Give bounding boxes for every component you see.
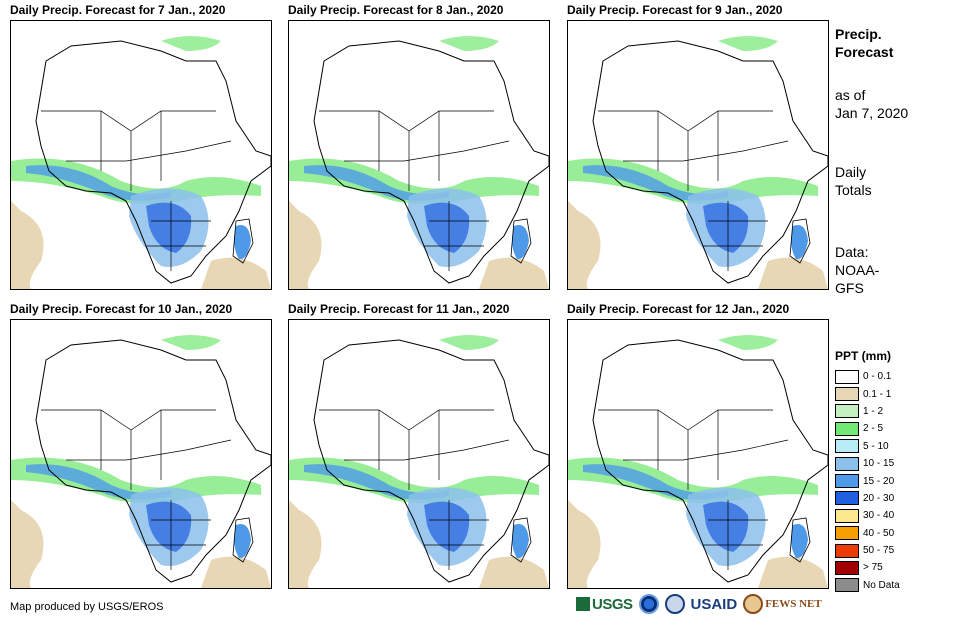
legend-item: 40 - 50 bbox=[835, 525, 900, 542]
legend-swatch bbox=[835, 404, 859, 419]
legend-item: 1 - 2 bbox=[835, 403, 900, 420]
legend-swatch bbox=[835, 491, 859, 506]
forecast-map bbox=[10, 319, 272, 589]
sidebar-daily-totals: Daily Totals bbox=[835, 164, 872, 198]
sidebar-data-source: Data: NOAA- GFS bbox=[835, 244, 880, 296]
panel-title: Daily Precip. Forecast for 12 Jan., 2020 bbox=[567, 302, 790, 316]
legend-item: 50 - 75 bbox=[835, 542, 900, 559]
legend-label: No Data bbox=[863, 579, 900, 591]
forecast-map bbox=[288, 319, 550, 589]
legend-label: 0 - 0.1 bbox=[863, 371, 892, 383]
legend-item: 20 - 30 bbox=[835, 490, 900, 507]
legend-swatch bbox=[835, 526, 859, 541]
legend-title: PPT (mm) bbox=[835, 349, 892, 363]
panel-title: Daily Precip. Forecast for 11 Jan., 2020 bbox=[288, 302, 510, 316]
legend-item: 5 - 10 bbox=[835, 438, 900, 455]
precip-legend: PPT (mm) 0 - 0.1 0.1 - 1 1 - 2 2 - 5 5 - 10 1… bbox=[835, 349, 900, 594]
usgs-logo: USGS bbox=[576, 596, 633, 613]
legend-label: 20 - 30 bbox=[863, 492, 895, 504]
legend-swatch bbox=[835, 369, 859, 384]
seal-icon bbox=[664, 594, 685, 614]
legend-label: 5 - 10 bbox=[863, 440, 889, 452]
legend-swatch bbox=[835, 421, 859, 436]
legend-item: 0.1 - 1 bbox=[835, 385, 900, 402]
panel-title: Daily Precip. Forecast for 8 Jan., 2020 bbox=[288, 3, 504, 17]
legend-label: 1 - 2 bbox=[863, 405, 884, 417]
legend-label: 10 - 15 bbox=[863, 458, 895, 470]
legend-swatch bbox=[835, 387, 859, 402]
legend-item: 2 - 5 bbox=[835, 420, 900, 437]
noaa-seal-icon bbox=[638, 594, 659, 614]
forecast-map bbox=[288, 20, 550, 290]
sidebar-title: Precip. Forecast bbox=[835, 26, 894, 60]
legend-swatch bbox=[835, 578, 859, 593]
legend-item: 15 - 20 bbox=[835, 472, 900, 489]
forecast-map bbox=[567, 20, 829, 290]
legend-item: No Data bbox=[835, 577, 900, 594]
panel-title: Daily Precip. Forecast for 7 Jan., 2020 bbox=[10, 3, 226, 17]
forecast-map bbox=[10, 20, 272, 290]
sidebar-as-of: as of Jan 7, 2020 bbox=[835, 87, 909, 121]
fews-globe-icon bbox=[743, 594, 764, 614]
panel-title: Daily Precip. Forecast for 10 Jan., 2020 bbox=[10, 302, 233, 316]
legend-item: > 75 bbox=[835, 559, 900, 576]
sponsor-logos: USGS USAID FEWS NET bbox=[576, 594, 828, 614]
legend-label: 15 - 20 bbox=[863, 475, 895, 487]
usgs-mark-icon bbox=[576, 597, 590, 611]
noaa-logo bbox=[638, 594, 659, 614]
forecast-map bbox=[567, 319, 829, 589]
legend-item: 10 - 15 bbox=[835, 455, 900, 472]
legend-swatch bbox=[835, 560, 859, 575]
usaid-logo: USAID bbox=[690, 595, 738, 613]
legend-swatch bbox=[835, 474, 859, 489]
legend-swatch bbox=[835, 456, 859, 471]
panel-title: Daily Precip. Forecast for 9 Jan., 2020 bbox=[567, 3, 783, 17]
legend-label: 40 - 50 bbox=[863, 527, 895, 539]
legend-item: 30 - 40 bbox=[835, 507, 900, 524]
legend-label: 50 - 75 bbox=[863, 545, 895, 557]
legend-swatch bbox=[835, 543, 859, 558]
legend-label: 30 - 40 bbox=[863, 510, 895, 522]
legend-label: 0.1 - 1 bbox=[863, 388, 892, 400]
legend-label: 2 - 5 bbox=[863, 423, 884, 435]
nasa-logo bbox=[664, 594, 685, 614]
legend-swatch bbox=[835, 508, 859, 523]
legend-swatch bbox=[835, 439, 859, 454]
fews-net-logo: FEWS NET bbox=[743, 594, 822, 614]
credit-text: Map produced by USGS/EROS bbox=[10, 601, 164, 613]
legend-item: 0 - 0.1 bbox=[835, 368, 900, 385]
legend-label: > 75 bbox=[863, 562, 883, 574]
